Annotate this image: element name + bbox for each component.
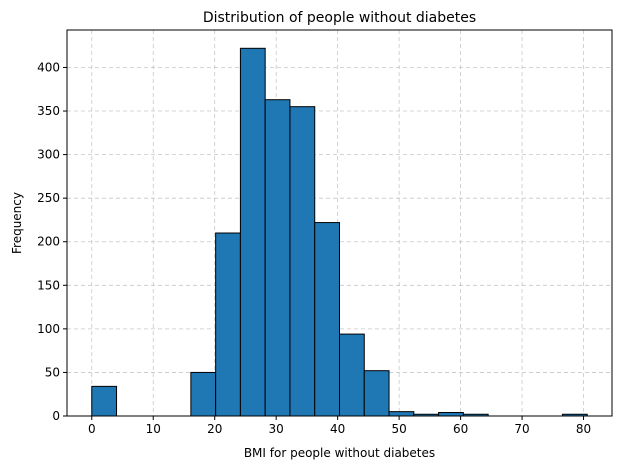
x-axis-ticks: 0 10 20 30 40 50 60 70 80 (88, 416, 591, 436)
histogram-bar-10 (339, 333, 365, 417)
x-tick-label-1: 10 (146, 422, 161, 436)
histogram-bar-14 (438, 412, 464, 417)
y-tick-label-4: 200 (37, 235, 60, 249)
histogram-bar-9 (314, 222, 340, 417)
y-tick-label-6: 300 (37, 148, 60, 162)
x-tick-label-8: 80 (576, 422, 591, 436)
x-tick-label-6: 60 (453, 422, 468, 436)
x-tick-label-0: 0 (88, 422, 96, 436)
histogram-bar-6 (239, 47, 266, 417)
x-tick-label-4: 40 (330, 422, 345, 436)
y-tick-label-1: 50 (45, 365, 60, 379)
histogram-bar-0 (91, 385, 118, 417)
x-tick-label-3: 30 (269, 422, 284, 436)
y-tick-label-0: 0 (52, 409, 60, 423)
y-axis-label: Frequency (10, 192, 24, 254)
x-tick-label-2: 20 (207, 422, 222, 436)
y-tick-label-5: 250 (37, 191, 60, 205)
x-tick-label-5: 50 (391, 422, 406, 436)
chart-title: Distribution of people without diabetes (203, 10, 476, 26)
y-tick-label-3: 150 (37, 278, 60, 292)
histogram-bar-5 (215, 232, 241, 417)
y-tick-label-2: 100 (37, 322, 60, 336)
histogram-bars (91, 47, 588, 417)
histogram-bar-11 (363, 370, 390, 417)
x-tick-label-7: 70 (514, 422, 529, 436)
histogram-bar-12 (388, 411, 415, 417)
plot-frame (66, 29, 613, 417)
histogram-bar-4 (190, 371, 217, 417)
x-axis-label: BMI for people without diabetes (244, 446, 435, 460)
y-tick-label-8: 400 (37, 60, 60, 74)
y-axis-ticks: 0 50 100 150 200 250 300 350 400 (37, 60, 67, 423)
histogram-bar-8 (289, 106, 316, 417)
histogram-bar-7 (264, 99, 291, 417)
y-tick-label-7: 350 (37, 104, 60, 118)
